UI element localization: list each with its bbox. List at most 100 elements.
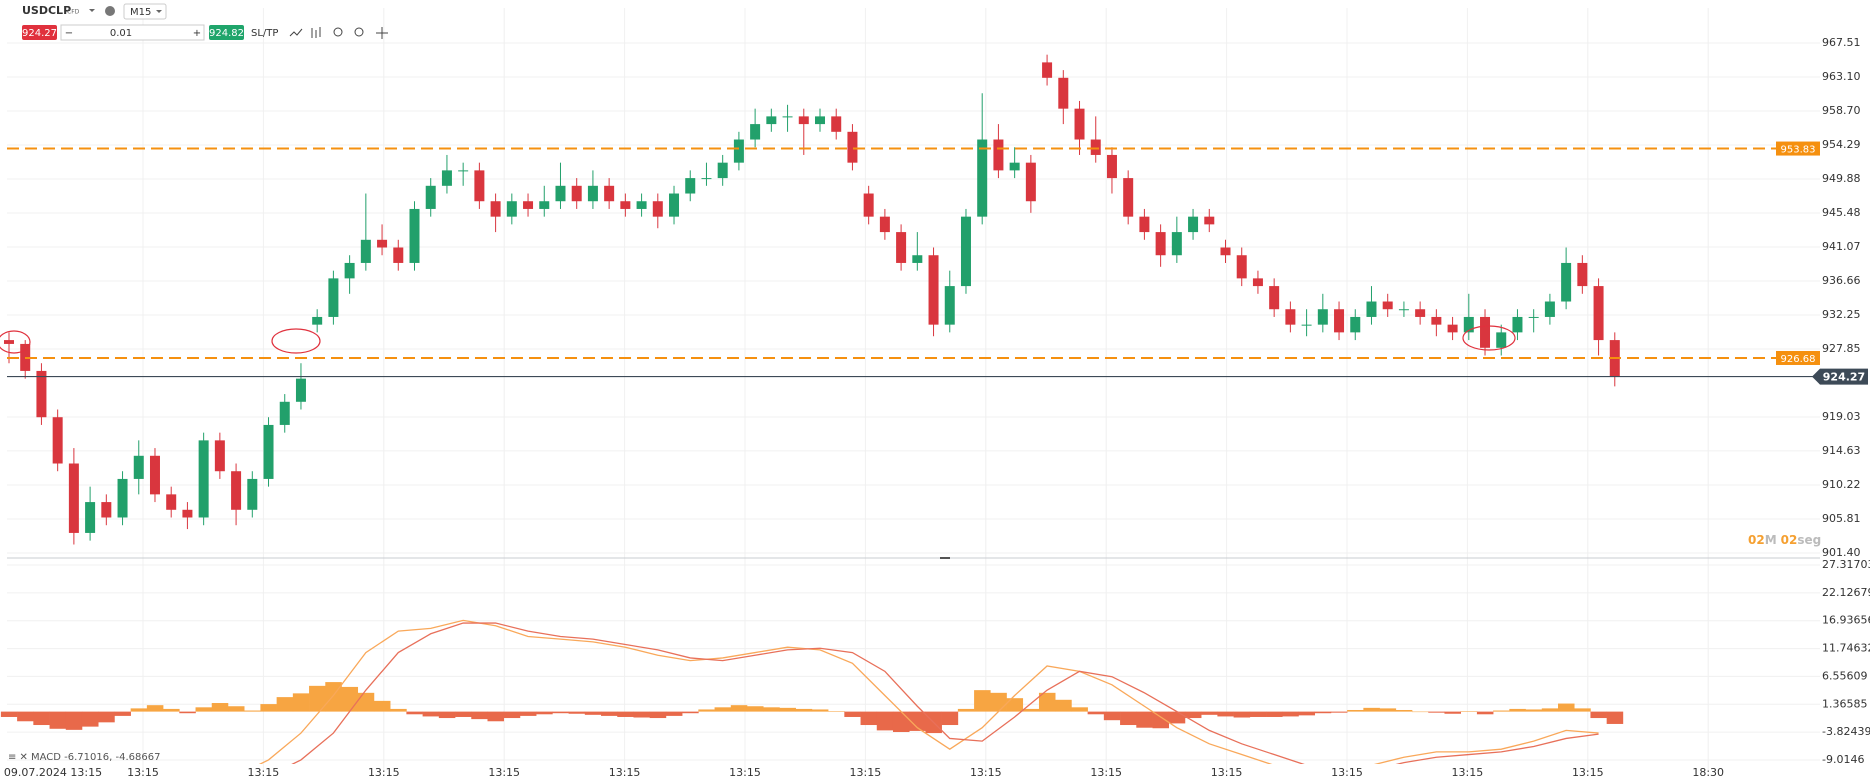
y-tick-label: 914.63 — [1822, 444, 1861, 457]
price-tag-label: 926.68 — [1781, 354, 1816, 365]
timeframe-select[interactable] — [123, 3, 167, 20]
symbol[interactable]: USDCLP — [22, 4, 71, 17]
candle-body — [539, 201, 550, 209]
countdown-sec-unit: seg — [1797, 533, 1821, 547]
macd-histogram-bar — [195, 707, 213, 712]
candle-body — [1171, 232, 1182, 256]
volume-input[interactable] — [60, 24, 205, 41]
macd-histogram-bar — [406, 711, 423, 715]
annotation-ellipse — [1462, 325, 1516, 351]
candle-body — [409, 208, 420, 263]
macd-histogram-bar — [617, 711, 634, 717]
macd-histogram-bar — [698, 709, 715, 712]
macd-histogram-bar — [260, 704, 277, 712]
y-tick-label: 910.22 — [1822, 478, 1861, 491]
y-tick-label: 954.29 — [1822, 138, 1861, 151]
macd-histogram-bar — [1558, 703, 1575, 712]
macd-histogram-bar — [1184, 711, 1202, 719]
zoom-out[interactable] — [333, 27, 343, 37]
macd-histogram-bar — [519, 711, 537, 716]
sell-button[interactable] — [22, 25, 57, 40]
buy-button[interactable] — [209, 25, 244, 40]
macd-histogram-bar — [1525, 709, 1543, 712]
zoom-in[interactable] — [354, 27, 364, 37]
macd-histogram-bar — [325, 682, 342, 712]
minus[interactable]: − — [65, 28, 73, 39]
y-tick-label: 905.81 — [1822, 512, 1861, 525]
x-tick-label: 13:15 — [1090, 766, 1122, 779]
candle-body — [1042, 62, 1053, 78]
crosshair-tool[interactable] — [376, 27, 388, 39]
countdown-min-unit: M — [1765, 533, 1777, 547]
plus[interactable]: + — [193, 28, 201, 39]
candle-tool[interactable] — [311, 27, 321, 38]
macd-histogram-bar — [1087, 711, 1105, 715]
info-icon[interactable] — [105, 6, 115, 16]
macd-histogram-bar — [1233, 711, 1251, 718]
candle-body — [604, 185, 615, 202]
candle-body — [166, 494, 177, 510]
candle-body — [1431, 316, 1442, 325]
y2-tick-label: -3.82439 — [1822, 725, 1870, 738]
macd-histogram-bar — [438, 711, 456, 719]
candle-body — [4, 340, 14, 344]
macd-histogram-bar — [844, 711, 861, 717]
macd-pane — [0, 619, 1624, 764]
candle-body — [733, 139, 744, 163]
y2-tick-label: 22.12679 — [1822, 586, 1870, 599]
candle-body — [1301, 324, 1312, 326]
candle-body — [750, 124, 761, 140]
candle-body — [798, 116, 809, 125]
macd-histogram-bar — [98, 711, 115, 723]
x-tick-label: 13:15 — [729, 766, 761, 779]
macd-histogram-bar — [81, 711, 99, 727]
macd-histogram-bar — [1428, 711, 1445, 713]
price-pane — [4, 54, 1820, 545]
candle-body — [198, 440, 209, 518]
candle-body — [101, 502, 112, 518]
macd-histogram-bar — [1249, 711, 1267, 717]
macd-histogram-bar — [163, 708, 180, 712]
candle-body — [523, 201, 534, 209]
macd-histogram-bar — [1282, 711, 1299, 717]
candle-body — [782, 116, 793, 118]
line-tool[interactable] — [289, 28, 303, 37]
macd-histogram-bar — [1509, 708, 1526, 712]
price-tag — [1776, 350, 1820, 365]
macd-histogram-bar — [909, 711, 926, 731]
y-tick-label: 936.66 — [1822, 274, 1861, 287]
x-tick-label: 13:15 — [127, 766, 159, 779]
macd-histogram-bar — [1055, 699, 1072, 712]
candle-body — [182, 509, 193, 518]
sltp-button[interactable]: SL/TP — [251, 28, 278, 39]
candle-body — [896, 232, 907, 263]
macd-histogram-bar — [1379, 708, 1397, 712]
x-tick-label: 13:15 — [970, 766, 1002, 779]
countdown-minutes: 02 — [1748, 533, 1765, 547]
candle-body — [214, 440, 225, 472]
macd-histogram-bar — [292, 693, 310, 712]
candle-body — [312, 316, 323, 325]
candle-body — [815, 116, 825, 125]
macd-histogram-bar — [211, 703, 229, 712]
candle-body — [636, 201, 647, 209]
macd-histogram-bar — [552, 711, 569, 714]
macd-histogram-bar — [455, 711, 472, 717]
candle-body — [1334, 309, 1345, 333]
macd-histogram-bar — [1347, 709, 1364, 712]
y-tick-label: 958.70 — [1822, 104, 1861, 117]
price-tag — [1812, 368, 1868, 385]
symbol-dropdown[interactable] — [89, 9, 95, 12]
x-tick-label: 13:15 — [1572, 766, 1604, 779]
candle-body — [587, 185, 598, 202]
y2-tick-label: 27.31703 — [1822, 558, 1870, 571]
candle-body — [1593, 286, 1604, 341]
candle-body — [847, 131, 858, 163]
macd-histogram-bar — [1314, 711, 1332, 714]
macd-histogram-bar — [1071, 707, 1088, 712]
y2-tick-label: 11.74632 — [1822, 642, 1870, 655]
macd-legend-icons[interactable]: ≡ ✕ — [8, 752, 28, 763]
macd-histogram-bar — [373, 700, 391, 712]
